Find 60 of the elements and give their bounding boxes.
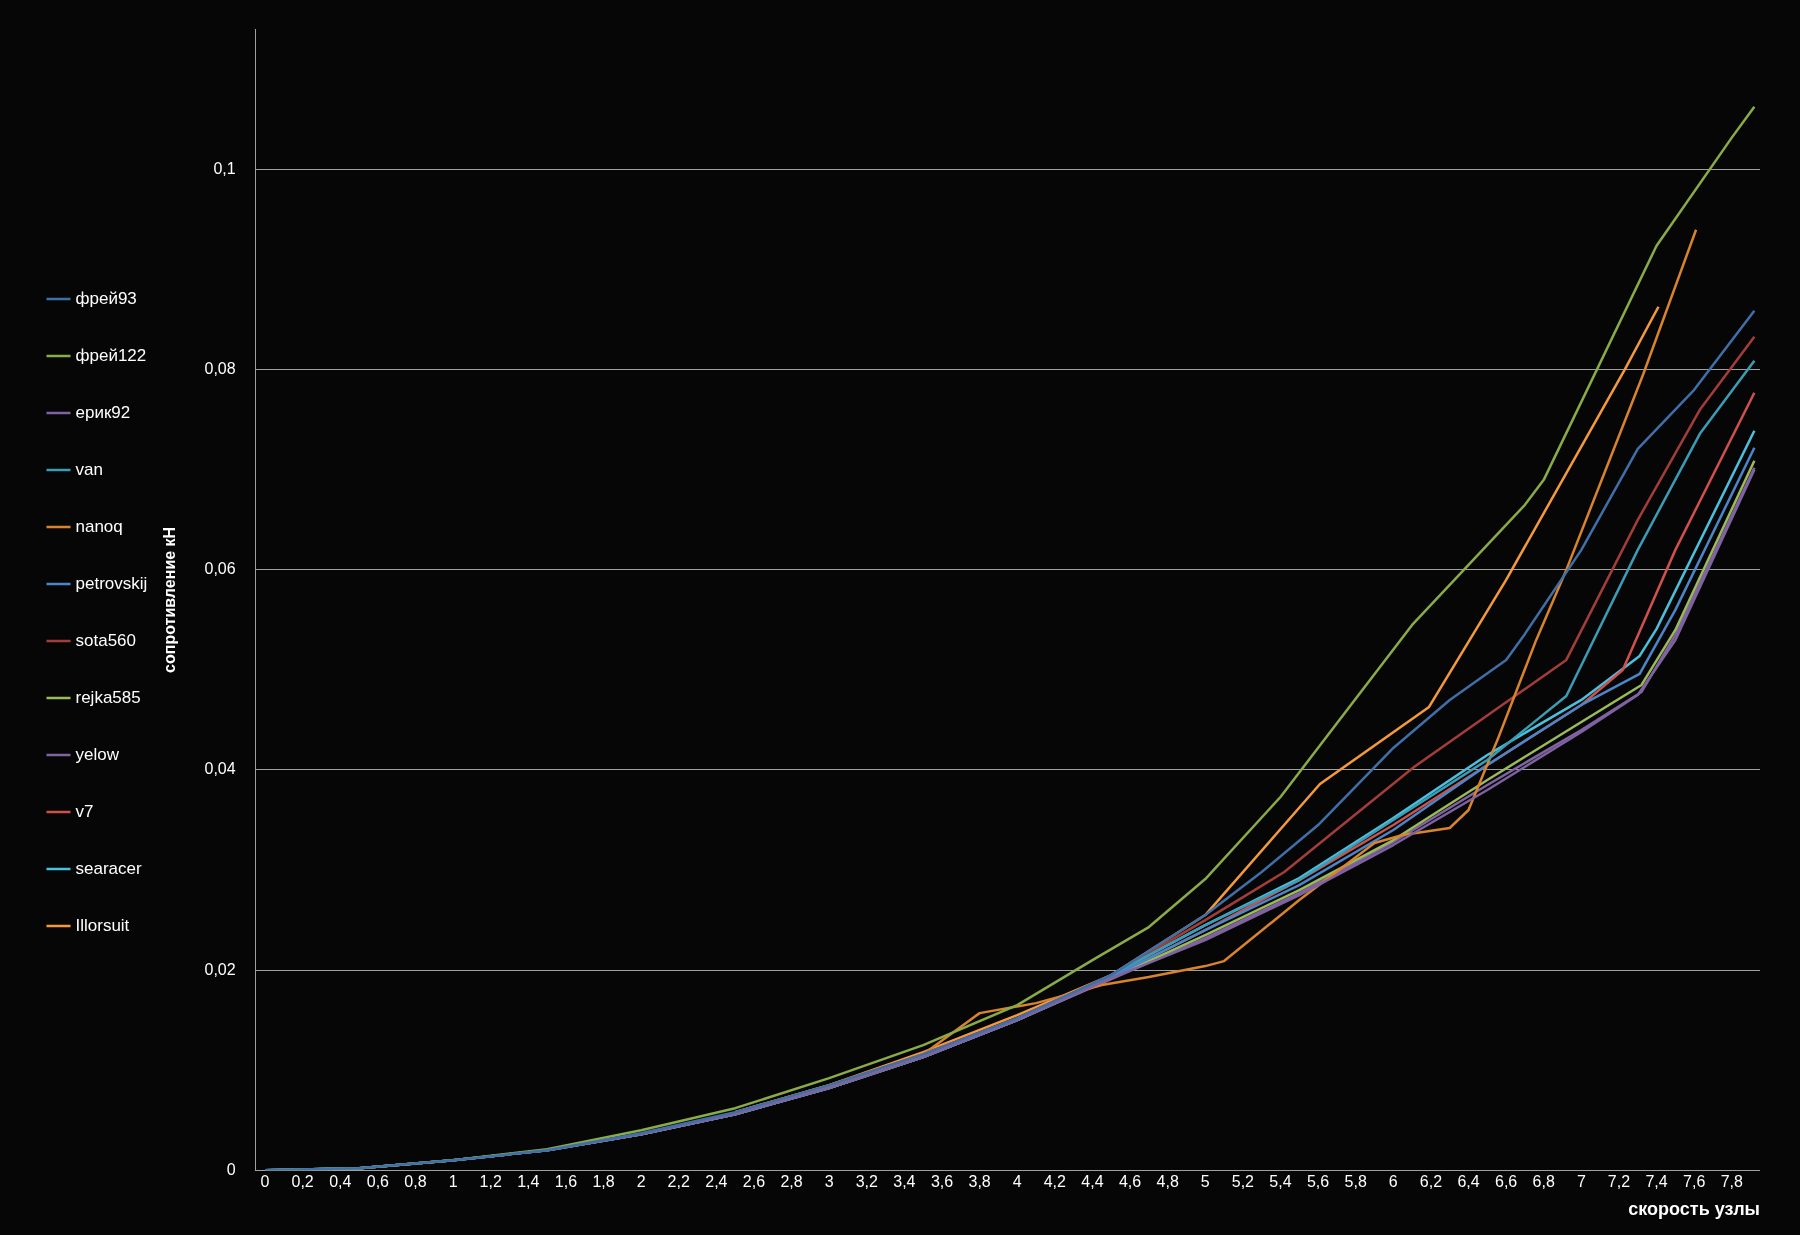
y-tick-label: 0,06 [204, 560, 236, 578]
x-tick-label: 5,8 [1344, 1173, 1367, 1191]
x-tick-label: 7,8 [1720, 1173, 1744, 1191]
x-tick-label: 0 [260, 1173, 270, 1191]
x-tick-label: 5 [1200, 1173, 1210, 1191]
x-tick-label: 2,2 [667, 1173, 690, 1191]
x-tick-label: 7 [1576, 1173, 1586, 1191]
y-tick-label: 0,08 [204, 360, 236, 378]
legend-label: Illorsuit [75, 915, 130, 935]
legend-label: rejka585 [75, 687, 141, 707]
x-tick-label: 0,4 [329, 1173, 352, 1191]
x-tick-label: 4,2 [1043, 1173, 1067, 1191]
x-tick-label: 0,6 [366, 1173, 390, 1191]
x-tick-label: 2,8 [780, 1173, 803, 1191]
legend-label: searacer [75, 858, 142, 878]
x-tick-label: 7,2 [1607, 1173, 1631, 1191]
x-tick-label: 7,4 [1645, 1173, 1668, 1191]
legend-label: фрей93 [75, 288, 137, 308]
x-tick-label: 2,6 [742, 1173, 766, 1191]
y-tick-label: 0 [226, 1160, 236, 1178]
legend-label: v7 [75, 801, 94, 821]
x-tick-label: 1 [448, 1173, 458, 1191]
x-tick-label: 6,4 [1457, 1173, 1480, 1191]
x-tick-label: 4 [1012, 1173, 1022, 1191]
legend-label: petrovskij [75, 573, 148, 593]
x-tick-label: 4,8 [1156, 1173, 1179, 1191]
y-tick-label: 0,1 [213, 160, 236, 178]
y-tick-label: 0,04 [204, 760, 236, 778]
x-tick-label: 3,6 [930, 1173, 954, 1191]
legend-label: ерик92 [75, 402, 131, 422]
x-tick-label: 3,4 [893, 1173, 916, 1191]
x-tick-label: 5,6 [1306, 1173, 1330, 1191]
y-axis-title: сопротивление кН [161, 526, 179, 673]
legend-label: nanoq [75, 516, 123, 536]
x-tick-label: 6 [1388, 1173, 1398, 1191]
x-tick-label: 6,2 [1419, 1173, 1443, 1191]
legend-label: фрей122 [75, 345, 147, 365]
x-tick-label: 1,6 [554, 1173, 578, 1191]
x-tick-label: 1,4 [517, 1173, 540, 1191]
x-tick-label: 4,6 [1118, 1173, 1142, 1191]
x-tick-label: 1,8 [592, 1173, 615, 1191]
x-tick-label: 5,4 [1269, 1173, 1292, 1191]
x-tick-label: 7,6 [1683, 1173, 1706, 1191]
x-tick-label: 2 [636, 1173, 646, 1191]
x-tick-label: 3 [824, 1173, 834, 1191]
x-tick-label: 3,2 [855, 1173, 879, 1191]
x-tick-label: 6,6 [1495, 1173, 1518, 1191]
legend-label: yelow [75, 744, 120, 764]
x-tick-label: 2,4 [705, 1173, 728, 1191]
y-tick-label: 0,02 [204, 960, 236, 978]
x-tick-label: 1,2 [479, 1173, 502, 1191]
x-tick-label: 3,8 [968, 1173, 991, 1191]
x-tick-label: 5,2 [1231, 1173, 1255, 1191]
legend-label: sota560 [75, 630, 136, 650]
x-tick-label: 0,8 [404, 1173, 427, 1191]
x-tick-label: 6,8 [1532, 1173, 1555, 1191]
x-axis-title: скорость узлы [1628, 1199, 1760, 1220]
legend-label: van [75, 459, 103, 479]
x-tick-label: 4,4 [1081, 1173, 1104, 1191]
x-tick-label: 0,2 [291, 1173, 314, 1191]
